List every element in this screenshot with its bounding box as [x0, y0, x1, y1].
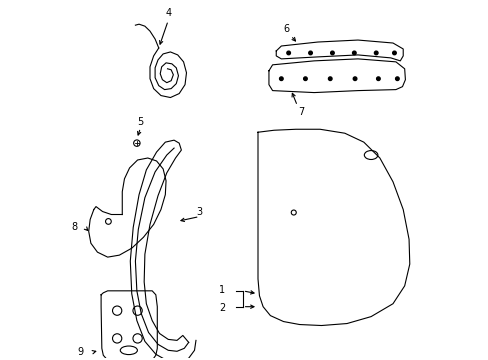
Text: 7: 7: [297, 107, 304, 117]
Text: 6: 6: [283, 24, 289, 34]
Circle shape: [395, 77, 398, 81]
Circle shape: [286, 51, 290, 55]
Text: 5: 5: [137, 117, 143, 127]
Circle shape: [352, 77, 356, 81]
Circle shape: [303, 77, 306, 81]
Text: 9: 9: [78, 347, 83, 357]
Circle shape: [308, 51, 312, 55]
Text: 8: 8: [72, 222, 78, 233]
Circle shape: [330, 51, 333, 55]
Circle shape: [279, 77, 283, 81]
Text: 2: 2: [219, 303, 225, 313]
Circle shape: [374, 51, 377, 55]
Text: 1: 1: [219, 285, 225, 295]
Circle shape: [328, 77, 331, 81]
Circle shape: [352, 51, 355, 55]
Text: 3: 3: [196, 207, 202, 216]
Circle shape: [392, 51, 395, 55]
Circle shape: [376, 77, 379, 81]
Text: 4: 4: [165, 8, 171, 18]
